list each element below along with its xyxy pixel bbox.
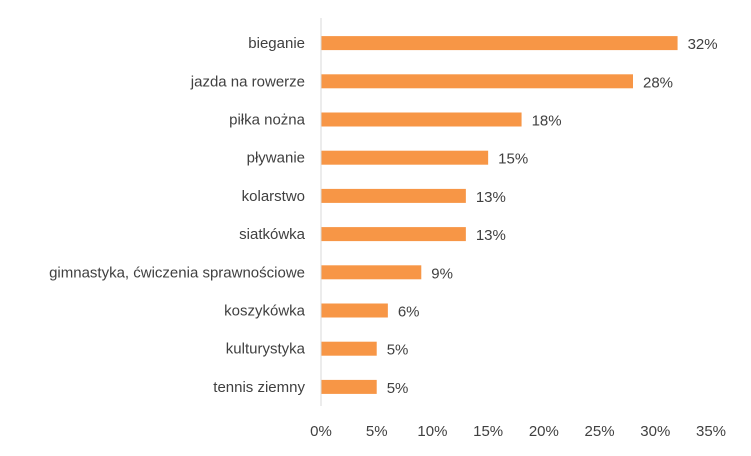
value-label: 18%	[532, 113, 562, 130]
bar-2	[321, 74, 633, 89]
value-label: 13%	[476, 227, 506, 244]
bar-7	[321, 265, 422, 280]
category-label: kulturystyka	[226, 341, 306, 358]
x-tick-label: 0%	[310, 423, 332, 440]
x-tick-label: 25%	[585, 423, 615, 440]
category-label: tennis ziemny	[213, 379, 305, 396]
bar-8	[321, 303, 388, 318]
category-label: piłka nożna	[229, 112, 306, 129]
bar-5	[321, 188, 466, 203]
value-label: 32%	[688, 36, 718, 53]
value-label: 5%	[387, 342, 409, 359]
x-tick-label: 20%	[529, 423, 559, 440]
value-label: 15%	[498, 151, 528, 168]
category-label: bieganie	[248, 35, 305, 52]
value-label: 6%	[398, 304, 420, 321]
category-label: koszykówka	[224, 303, 306, 320]
category-label: siatkówka	[239, 226, 306, 243]
bars-layer	[321, 36, 678, 394]
value-label: 9%	[431, 265, 453, 282]
category-label: jazda na rowerze	[190, 73, 305, 90]
bar-4	[321, 150, 489, 165]
category-label: kolarstwo	[242, 188, 305, 205]
x-tick-label: 35%	[696, 423, 726, 440]
bar-10	[321, 379, 377, 394]
bar-9	[321, 341, 377, 356]
bar-1	[321, 36, 678, 51]
bar-6	[321, 227, 466, 242]
value-label: 5%	[387, 380, 409, 397]
labels-layer: bieganie 32% jazda na rowerze 28% piłka nożn…	[49, 35, 726, 440]
value-label: 13%	[476, 189, 506, 206]
category-label: pływanie	[247, 150, 305, 167]
x-tick-label: 10%	[417, 423, 447, 440]
x-tick-label: 5%	[366, 423, 388, 440]
x-tick-label: 30%	[640, 423, 670, 440]
value-label: 28%	[643, 74, 673, 91]
x-tick-label: 15%	[473, 423, 503, 440]
category-label: gimnastyka, ćwiczenia sprawnościowe	[49, 264, 305, 281]
bar-3	[321, 112, 522, 127]
